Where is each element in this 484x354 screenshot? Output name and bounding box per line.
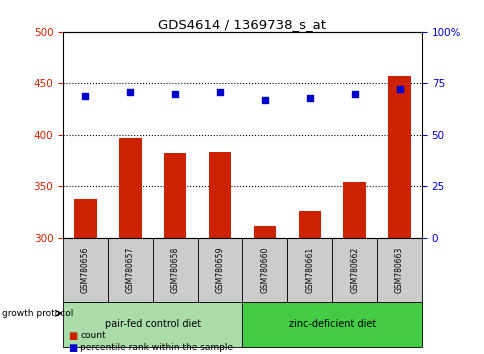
Point — [260, 97, 268, 103]
Bar — [209, 152, 231, 238]
Bar — [242, 302, 421, 347]
Bar — [343, 182, 365, 238]
Text: percentile rank within the sample: percentile rank within the sample — [80, 343, 233, 352]
Bar — [253, 226, 275, 238]
Bar — [164, 153, 186, 238]
Text: GSM780660: GSM780660 — [260, 247, 269, 293]
Point — [126, 89, 134, 95]
Bar — [119, 138, 141, 238]
Point — [81, 93, 89, 98]
Text: GSM780659: GSM780659 — [215, 247, 224, 293]
Bar — [388, 76, 410, 238]
Bar — [74, 199, 96, 238]
Text: pair-fed control diet: pair-fed control diet — [105, 319, 200, 330]
Text: GSM780656: GSM780656 — [81, 247, 90, 293]
Text: GSM780663: GSM780663 — [394, 247, 403, 293]
Point — [350, 91, 358, 96]
Bar — [63, 238, 107, 302]
Point — [305, 95, 313, 101]
Bar — [242, 238, 287, 302]
Text: count: count — [80, 331, 106, 340]
Bar — [298, 211, 320, 238]
Text: growth protocol: growth protocol — [2, 309, 74, 318]
Point — [171, 91, 179, 96]
Text: ■: ■ — [68, 343, 77, 353]
Point — [216, 89, 224, 95]
Bar — [376, 238, 421, 302]
Bar — [287, 238, 332, 302]
Text: GSM780658: GSM780658 — [170, 247, 180, 293]
Text: GSM780662: GSM780662 — [349, 247, 359, 293]
Title: GDS4614 / 1369738_s_at: GDS4614 / 1369738_s_at — [158, 18, 326, 31]
Point — [395, 87, 403, 92]
Text: zinc-deficient diet: zinc-deficient diet — [288, 319, 375, 330]
Bar — [197, 238, 242, 302]
Bar — [63, 302, 242, 347]
Text: ■: ■ — [68, 331, 77, 341]
Text: GSM780657: GSM780657 — [125, 247, 135, 293]
Bar — [332, 238, 376, 302]
Bar — [152, 238, 197, 302]
Bar — [107, 238, 152, 302]
Text: GSM780661: GSM780661 — [304, 247, 314, 293]
